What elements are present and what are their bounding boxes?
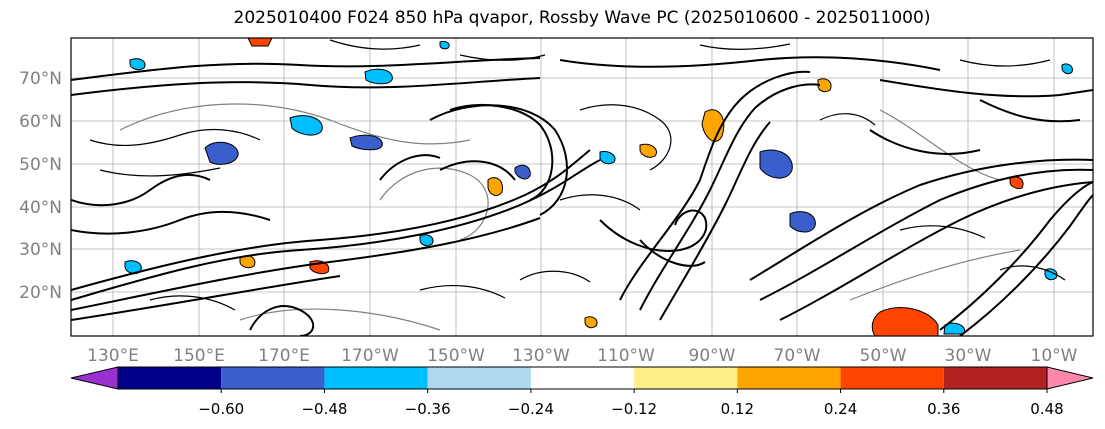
longitude-label: 170°W (341, 346, 399, 366)
latitude-labels: 70°N 60°N 50°N 40°N 30°N 20°N (19, 69, 62, 303)
longitude-label: 30°W (945, 346, 992, 366)
thin-contours (89, 39, 1066, 311)
colorbar-swatch (221, 367, 325, 389)
longitude-label: 150°W (427, 346, 485, 366)
colorbar-swatch (737, 367, 841, 389)
latitude-label: 20°N (19, 283, 62, 303)
colorbar-tick-label: −0.36 (405, 400, 451, 418)
colorbar-swatch (530, 367, 635, 389)
colorbar-tick-label: 0.12 (721, 400, 754, 418)
colorbar-tick-label: −0.12 (611, 400, 657, 418)
colorbar-tick-label: −0.24 (508, 400, 554, 418)
colorbar-tick-labels: −0.60 −0.48 −0.36 −0.24 −0.12 0.12 0.24 0.36 0.4… (198, 389, 1064, 418)
colorbar-swatch (324, 367, 428, 389)
colorbar-min-extend (70, 366, 119, 390)
longitude-label: 130°E (87, 346, 139, 366)
longitude-label: 50°W (860, 346, 907, 366)
colorbar-frame (117, 366, 1048, 390)
longitude-label: 130°W (512, 346, 570, 366)
map-title: 2025010400 F024 850 hPa qvapor, Rossby W… (233, 8, 931, 28)
longitude-label: 70°W (774, 346, 821, 366)
colorbar-swatch (840, 367, 944, 389)
colorbar-tick-label: 0.24 (824, 400, 857, 418)
colorbar-tick-label: −0.48 (301, 400, 347, 418)
height-contours (71, 56, 1093, 336)
latitude-label: 40°N (19, 198, 62, 218)
colorbar-tick-label: 0.36 (927, 400, 960, 418)
moisture-anomaly-patches (124, 38, 1073, 336)
latitude-label: 60°N (19, 112, 62, 132)
colorbar-swatch (634, 367, 738, 389)
latitude-label: 70°N (19, 69, 62, 89)
longitude-label: 110°W (597, 346, 655, 366)
colorbar-swatch (943, 367, 1047, 389)
colorbar (70, 366, 1094, 390)
colorbar-swatch (118, 367, 222, 389)
colorbar-swatch (427, 367, 531, 389)
longitude-label: 170°E (258, 346, 310, 366)
latitude-label: 30°N (19, 240, 62, 260)
colorbar-tick-label: −0.60 (198, 400, 244, 418)
longitude-label: 10°W (1031, 346, 1078, 366)
latitude-label: 50°N (19, 155, 62, 175)
colorbar-max-extend (1046, 366, 1094, 390)
longitude-label: 150°E (173, 346, 225, 366)
longitude-labels: 130°E 150°E 170°E 170°W 150°W 130°W 110°W 90°W 7… (87, 346, 1078, 366)
map-frame (70, 37, 1094, 337)
longitude-label: 90°W (689, 346, 736, 366)
colorbar-tick-label: 0.48 (1030, 400, 1063, 418)
